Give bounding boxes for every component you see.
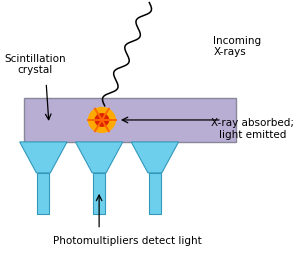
Polygon shape	[75, 142, 123, 173]
Text: Photomultipliers detect light: Photomultipliers detect light	[52, 236, 201, 246]
Bar	[24, 98, 236, 142]
Text: X-ray absorbed;
light emitted: X-ray absorbed; light emitted	[211, 118, 294, 140]
Polygon shape	[149, 173, 161, 214]
Text: Scintillation
crystal: Scintillation crystal	[4, 54, 66, 75]
Circle shape	[95, 114, 109, 126]
Text: Incoming
X-rays: Incoming X-rays	[213, 36, 262, 57]
Polygon shape	[37, 173, 50, 214]
Circle shape	[88, 108, 115, 132]
Polygon shape	[131, 142, 178, 173]
Polygon shape	[20, 142, 67, 173]
Polygon shape	[93, 173, 105, 214]
